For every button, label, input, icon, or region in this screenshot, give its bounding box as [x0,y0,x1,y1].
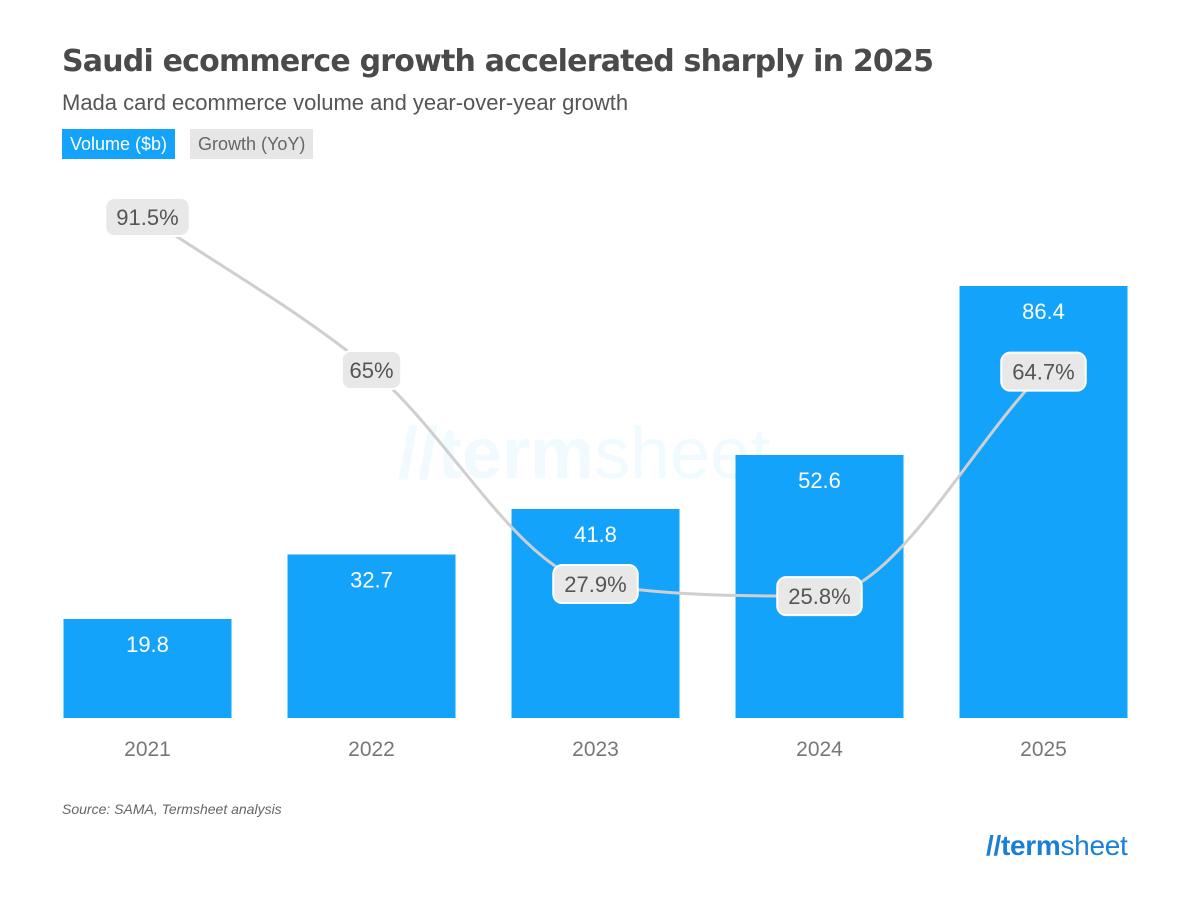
bar-2021 [63,619,232,718]
bar-2023 [511,509,680,718]
x-tick-2025: 2025 [1020,738,1067,761]
x-tick-2022: 2022 [348,738,395,761]
watermark-slashes: // [398,414,438,494]
logo-slashes: // [986,830,1001,861]
bar-2025 [959,286,1128,718]
growth-label-box-2024 [776,576,863,617]
termsheet-logo: //termsheet [986,830,1128,862]
chart-subtitle: Mada card ecommerce volume and year-over… [62,90,629,115]
watermark: //termsheet [398,414,770,494]
bar-value-label-2022: 32.7 [350,568,393,593]
bar-2022 [287,554,456,718]
x-tick-2023: 2023 [572,738,619,761]
growth-label-2024: 25.8% [788,584,850,609]
growth-label-box-2025 [1000,351,1087,392]
logo-bold: term [1000,830,1061,861]
growth-label-box-2022 [340,349,403,390]
logo-regular: sheet [1060,830,1128,861]
growth-label-2025: 64.7% [1012,360,1074,385]
growth-label-2022: 65% [349,358,393,383]
watermark-bold: term [438,414,594,494]
bar-value-label-2023: 41.8 [574,522,617,547]
x-tick-2024: 2024 [796,738,843,761]
source-note: Source: SAMA, Termsheet analysis [62,801,282,817]
growth-label-2021: 91.5% [116,205,178,230]
growth-label-box-2023 [552,564,639,605]
growth-label-2023: 27.9% [564,572,626,597]
bar-value-label-2025: 86.4 [1022,299,1065,324]
legend-volume: Volume ($b) [62,129,176,159]
growth-label-box-2021 [104,197,191,238]
legend-growth: Growth (YoY) [190,129,314,159]
x-tick-2021: 2021 [124,738,171,761]
bar-value-label-2021: 19.8 [126,632,169,657]
bar-value-label-2024: 52.6 [798,468,841,493]
chart-title: Saudi ecommerce growth accelerated sharp… [62,44,934,79]
